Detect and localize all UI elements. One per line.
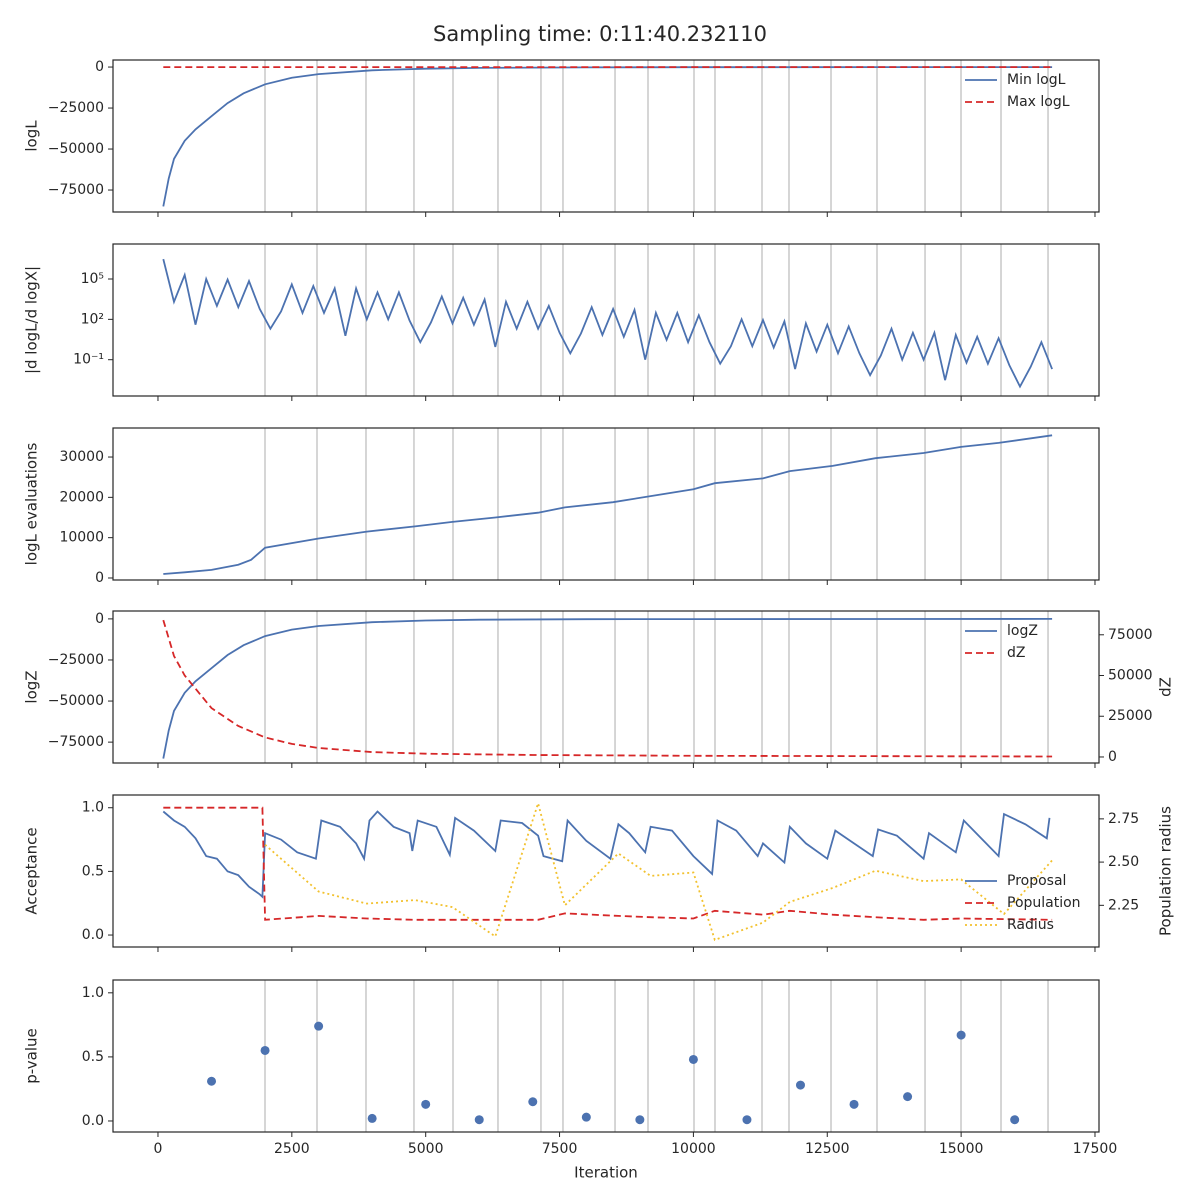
y2-tick-label: 75000 — [1108, 627, 1153, 643]
y-tick-label: −25000 — [48, 652, 104, 668]
panel-frame — [112, 427, 1100, 581]
panel: 0.0 0.5 1.0 0 2500 5000 7500 10000 12500 15000 175… — [23, 979, 1118, 1157]
point — [688, 1054, 698, 1064]
y-tick-label: 0 — [95, 570, 104, 586]
series-group — [162, 618, 1053, 759]
panel-frame — [112, 794, 1100, 948]
x-tick-label: 15000 — [939, 1141, 984, 1157]
y-tick-label: 10000 — [59, 530, 104, 546]
y-tick-label: 0.0 — [82, 1113, 104, 1129]
x-tick-label: 10000 — [671, 1141, 716, 1157]
x-tick-label: 7500 — [542, 1141, 578, 1157]
y-tick-label: 1.0 — [82, 800, 104, 816]
y-tick-label: −75000 — [48, 182, 104, 198]
y-axis-label: logZ — [23, 670, 41, 703]
y-tick-label: 0.0 — [82, 927, 104, 943]
y-tick-label: 1.0 — [82, 985, 104, 1001]
point — [474, 1115, 484, 1125]
series-group — [162, 800, 1053, 942]
figure-title: Sampling time: 0:11:40.232110 — [433, 22, 767, 46]
legend-label: Radius — [1007, 917, 1054, 933]
panel: 0 −25000 −50000 −75000 logL Min logL Max logL — [23, 59, 1100, 217]
point — [742, 1115, 752, 1125]
series-line — [163, 806, 1053, 921]
panel-frame — [112, 59, 1100, 213]
x-tick-label: 17500 — [1073, 1141, 1118, 1157]
y2-axis-label: dZ — [1157, 677, 1175, 697]
x-tick-label: 0 — [154, 1141, 163, 1157]
point — [367, 1113, 377, 1123]
point — [207, 1076, 217, 1086]
series-line — [162, 619, 1053, 758]
point — [849, 1099, 859, 1109]
series-group — [162, 258, 1053, 389]
x-axis-label: Iteration — [574, 1164, 638, 1182]
panel: 0 −25000 −50000 −75000 0 25000 50000 75000 logZ d… — [23, 610, 1175, 768]
series-group — [207, 1021, 1020, 1125]
x-tick-label: 12500 — [805, 1141, 850, 1157]
y-axis-label: p-value — [23, 1028, 41, 1084]
series-line — [163, 434, 1053, 575]
series-group — [163, 434, 1053, 575]
legend-label: logZ — [1007, 623, 1038, 639]
panel-frame — [112, 979, 1100, 1133]
y2-tick-label: 2.25 — [1108, 897, 1139, 913]
series-line — [162, 258, 1053, 389]
legend-label: dZ — [1007, 645, 1025, 661]
panel-frame — [112, 610, 1100, 764]
y2-tick-label: 2.50 — [1108, 854, 1139, 870]
y2-tick-label: 2.75 — [1108, 811, 1139, 827]
y-tick-label: 10⁻¹ — [73, 352, 104, 368]
series-group — [162, 66, 1053, 207]
y-tick-label: 0 — [95, 611, 104, 627]
y2-tick-label: 0 — [1108, 749, 1117, 765]
y-axis-label: logL — [23, 120, 41, 152]
point — [581, 1112, 591, 1122]
y-tick-label: 30000 — [59, 449, 104, 465]
point — [421, 1099, 431, 1109]
y-tick-label: −25000 — [48, 100, 104, 116]
y-tick-label: 0.5 — [82, 1049, 104, 1065]
series-line — [162, 810, 1051, 899]
y-tick-label: 20000 — [59, 489, 104, 505]
y-tick-label: 0.5 — [82, 863, 104, 879]
y2-axis-label: Population radius — [1157, 806, 1175, 936]
point — [956, 1030, 966, 1040]
panel: 10⁵ 10² 10⁻¹ |d logL/d logX| — [23, 243, 1100, 401]
legend-label: Proposal — [1007, 873, 1066, 889]
series-line — [162, 618, 1053, 759]
x-tick-label: 5000 — [408, 1141, 444, 1157]
y-axis-label: |d logL/d logX| — [23, 266, 41, 374]
point — [528, 1097, 538, 1107]
y-tick-label: −75000 — [48, 734, 104, 750]
y-tick-label: −50000 — [48, 693, 104, 709]
point — [1010, 1115, 1020, 1125]
point — [635, 1115, 645, 1125]
y-axis-label: logL evaluations — [23, 442, 41, 565]
point — [903, 1092, 913, 1102]
y2-tick-label: 50000 — [1108, 668, 1153, 684]
panel: 0.0 0.5 1.0 2.25 2.50 2.75 Acceptance Populatio… — [23, 794, 1175, 952]
y-tick-label: 10⁵ — [81, 271, 104, 287]
y-tick-label: 0 — [95, 59, 104, 75]
series-line — [162, 66, 1053, 207]
series-line — [264, 800, 1053, 942]
y-tick-label: −50000 — [48, 141, 104, 157]
panel: 0 10000 20000 30000 logL evaluations — [23, 427, 1100, 586]
point — [795, 1080, 805, 1090]
point — [314, 1021, 324, 1031]
legend-label: Population — [1007, 895, 1081, 911]
x-tick-label: 2500 — [274, 1141, 310, 1157]
y2-tick-label: 25000 — [1108, 708, 1153, 724]
y-tick-label: 10² — [81, 311, 104, 327]
legend-label: Max logL — [1007, 94, 1070, 110]
legend-label: Min logL — [1007, 72, 1066, 88]
y-axis-label: Acceptance — [23, 827, 41, 914]
point — [260, 1045, 270, 1055]
panel-frame — [112, 243, 1100, 397]
